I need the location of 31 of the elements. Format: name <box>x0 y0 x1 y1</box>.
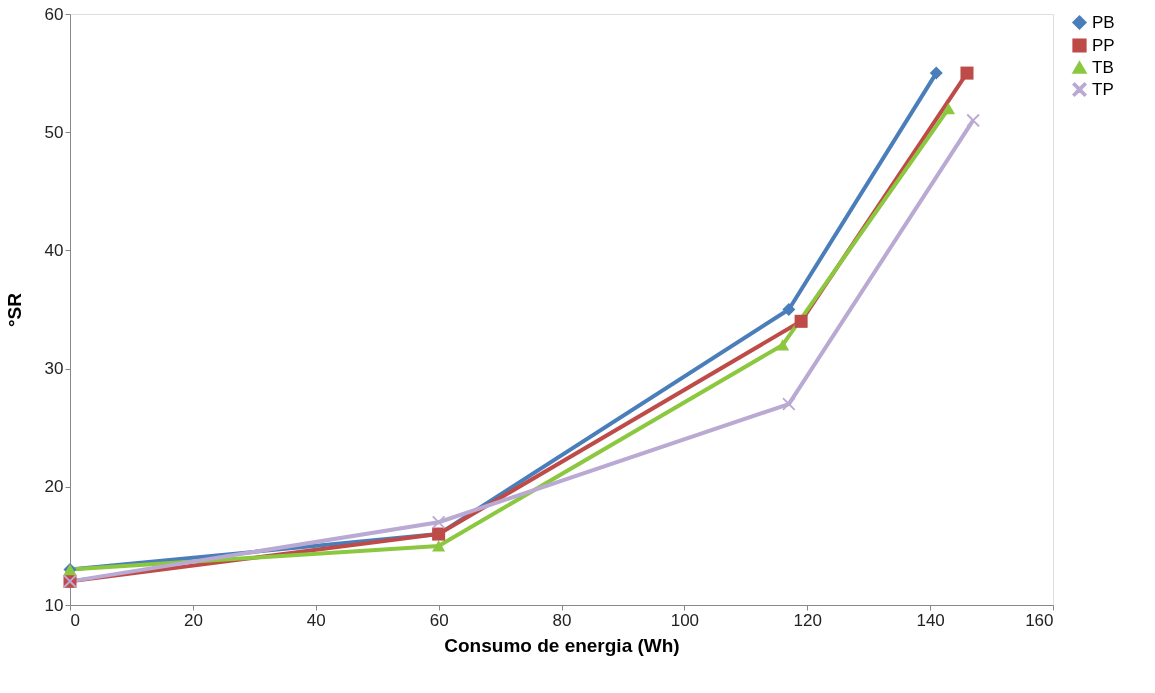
x-tick-label: 0 <box>70 610 80 630</box>
x-tick-label: 140 <box>916 610 945 630</box>
point <box>782 302 796 317</box>
x-tick-label: 20 <box>183 610 203 630</box>
legend-label: TB <box>1092 57 1114 77</box>
point <box>776 339 790 351</box>
point <box>966 113 980 127</box>
legend-label: PB <box>1092 12 1115 32</box>
x-tick-label: 60 <box>429 610 449 630</box>
x-axis-title: Consumo de energia (Wh) <box>444 634 680 656</box>
y-axis-title: °SR <box>3 292 25 327</box>
y-tick-label: 30 <box>44 359 64 379</box>
point <box>432 515 446 529</box>
legend-label: TP <box>1092 79 1114 99</box>
x-tick-label: 80 <box>552 610 572 630</box>
y-tick-label: 50 <box>44 122 64 142</box>
y-tick-label: 40 <box>44 240 64 260</box>
x-tick-label: 100 <box>670 610 700 630</box>
point <box>432 540 446 552</box>
x-tick-label: 120 <box>793 610 822 630</box>
x-tick-label: 40 <box>306 610 326 630</box>
y-tick-label: 60 <box>44 4 64 24</box>
point <box>960 66 974 80</box>
point <box>794 314 808 328</box>
y-tick-label: 20 <box>44 477 64 497</box>
point <box>929 66 943 80</box>
y-tick-label: 10 <box>44 595 64 615</box>
legend-label: PP <box>1092 35 1115 55</box>
point <box>782 397 796 411</box>
point <box>942 102 956 115</box>
x-tick-label: 160 <box>1025 610 1054 630</box>
